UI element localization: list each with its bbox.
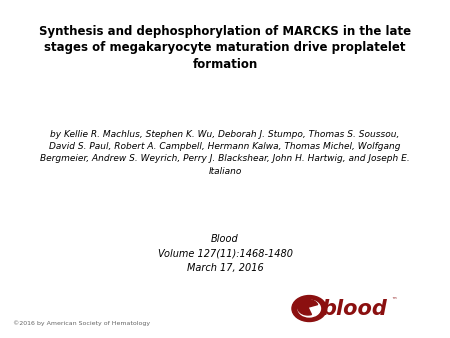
Circle shape <box>298 300 320 317</box>
Text: ©2016 by American Society of Hematology: ©2016 by American Society of Hematology <box>14 321 150 327</box>
Wedge shape <box>297 299 318 315</box>
Text: Blood
Volume 127(11):1468-1480
March 17, 2016: Blood Volume 127(11):1468-1480 March 17,… <box>158 234 292 273</box>
Circle shape <box>292 295 327 321</box>
Text: Synthesis and dephosphorylation of MARCKS in the late
stages of megakaryocyte ma: Synthesis and dephosphorylation of MARCK… <box>39 25 411 71</box>
Text: blood: blood <box>322 299 387 319</box>
Text: by Kellie R. Machlus, Stephen K. Wu, Deborah J. Stumpo, Thomas S. Soussou,
David: by Kellie R. Machlus, Stephen K. Wu, Deb… <box>40 130 410 175</box>
Text: ™: ™ <box>392 298 397 303</box>
